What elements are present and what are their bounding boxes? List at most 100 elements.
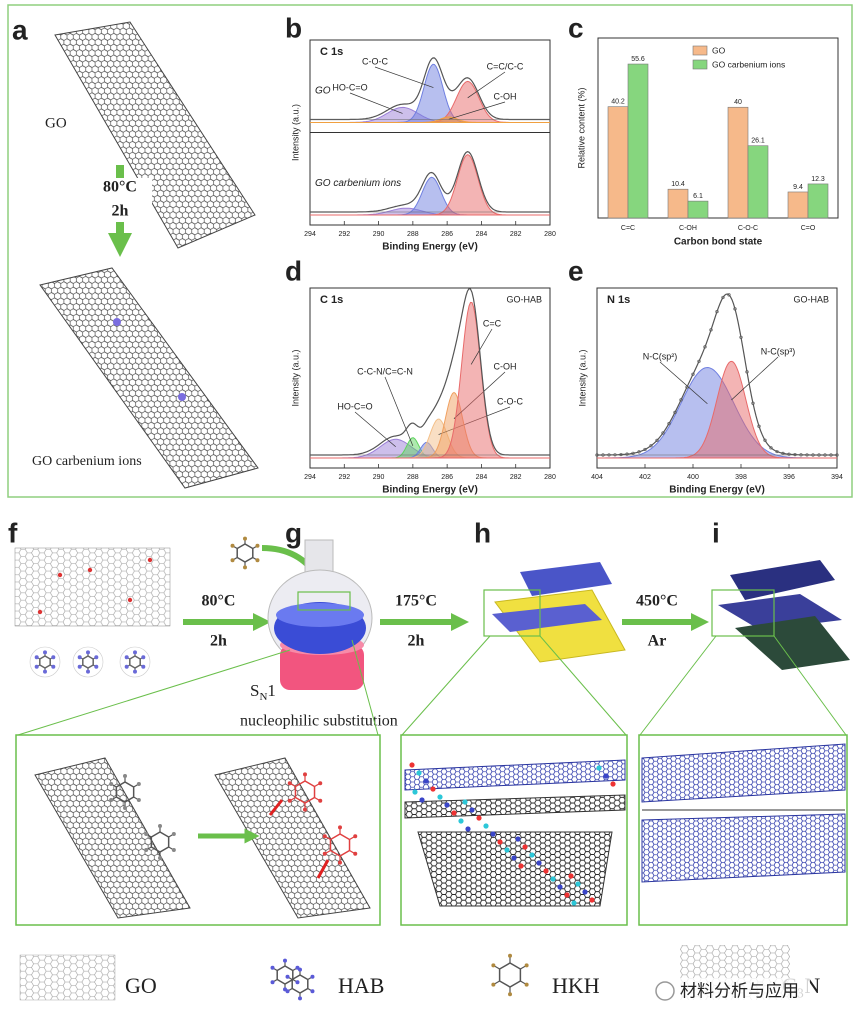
molecule-atom <box>322 851 327 856</box>
peak-component <box>310 154 550 216</box>
plot-frame <box>596 287 838 469</box>
bar <box>747 145 769 219</box>
atom <box>465 826 471 832</box>
carbenium-site <box>178 393 186 401</box>
panel-label: g <box>285 517 302 548</box>
zoom-box <box>297 591 351 611</box>
layer <box>641 743 846 803</box>
molecule-atom <box>287 798 292 803</box>
legend-label: GO carbenium ions <box>712 59 785 69</box>
atom <box>543 868 549 874</box>
molecule-atom <box>524 982 529 987</box>
molecule-atom <box>123 774 127 778</box>
molecule-atom <box>136 782 141 786</box>
condition: Ar <box>648 633 667 650</box>
oxygen-group <box>57 572 63 578</box>
atom <box>423 778 429 784</box>
x-tick-label: C-O-C <box>738 225 758 232</box>
zoom-box <box>711 589 775 637</box>
peak-label: C-OH <box>494 91 517 101</box>
x-tick-label: 294 <box>304 474 316 481</box>
sample-tag: GO-HAB <box>793 294 829 304</box>
layer <box>417 831 613 907</box>
panel-label: e <box>568 255 584 286</box>
molecule-atom <box>255 558 260 563</box>
leader-line <box>349 92 403 114</box>
y-axis-title: Intensity (a.u.) <box>290 349 300 406</box>
zoom-line <box>351 639 379 736</box>
molecule-atom <box>285 989 290 994</box>
panel-label: i <box>712 517 720 548</box>
atom <box>458 818 464 824</box>
x-axis-title: Binding Energy (eV) <box>382 242 478 253</box>
layer <box>641 813 846 883</box>
bar <box>807 183 829 219</box>
zoom-panel <box>400 734 628 926</box>
graphene-sheet <box>214 757 371 919</box>
spectrum-title: N 1s <box>607 294 630 306</box>
panel-label: h <box>474 517 491 548</box>
x-tick-label: 294 <box>304 231 316 238</box>
molecule-atom <box>338 825 342 830</box>
molecule-atom <box>133 650 137 655</box>
peak-label: N-C(sp²) <box>643 351 678 361</box>
molecule-atom <box>353 851 358 856</box>
atom <box>444 802 450 808</box>
bar <box>667 188 689 219</box>
spectrum-label: GO carbenium ions <box>315 178 401 189</box>
label: GO carbenium ions <box>32 454 142 469</box>
atom <box>430 786 436 792</box>
leader-line <box>354 411 396 448</box>
mechanism-text: nucleophilic substitution <box>240 713 398 730</box>
molecule-atom <box>109 782 114 786</box>
x-tick-label: 402 <box>639 474 651 481</box>
oxygen-group <box>87 567 93 573</box>
molecule-atom <box>123 806 127 810</box>
molecule-atom <box>491 963 496 968</box>
x-tick-label: 284 <box>476 474 488 481</box>
atom <box>409 762 415 768</box>
x-tick-label: 284 <box>476 231 488 238</box>
value-label: 6.1 <box>693 193 703 200</box>
atom <box>610 781 616 787</box>
panel-label: b <box>285 12 302 43</box>
molecule-atom <box>124 655 129 660</box>
molecule-atom <box>94 655 99 660</box>
peak-component <box>597 360 837 459</box>
panel-label: f <box>8 517 18 548</box>
spectrum-title: C 1s <box>320 294 343 306</box>
fit-point <box>667 421 671 426</box>
peak-label: HO-C=O <box>337 401 372 411</box>
molecule-atom <box>171 848 176 852</box>
molecule-atom <box>230 558 235 563</box>
oxygen-group <box>37 609 43 615</box>
hab-molecule <box>72 646 104 678</box>
watermark-bg <box>650 978 810 1004</box>
molecule-atom <box>133 669 137 674</box>
graphene-sheet <box>54 21 256 249</box>
legend-label: GO <box>712 45 726 55</box>
molecule-atom <box>283 958 287 963</box>
molecule-atom <box>94 664 99 669</box>
atom <box>529 852 535 858</box>
x-tick-label: 282 <box>510 231 522 238</box>
graphene-sheet <box>39 267 259 489</box>
x-tick-label: 290 <box>373 474 385 481</box>
molecule-atom <box>77 664 82 669</box>
molecule-atom <box>353 834 358 839</box>
x-tick-label: 280 <box>544 231 556 238</box>
mechanism-s: S <box>250 681 259 700</box>
molecule-atom <box>298 967 302 972</box>
oxygen-group <box>147 557 153 563</box>
atom <box>504 847 510 853</box>
atom <box>557 884 563 890</box>
atom <box>589 897 595 903</box>
oxygen-group <box>127 597 133 603</box>
molecule-atom <box>303 772 307 777</box>
x-axis-title: Binding Energy (eV) <box>382 485 478 496</box>
atom <box>483 823 489 829</box>
molecule-atom <box>144 848 149 852</box>
value-label: 26.1 <box>751 138 765 145</box>
molecule-atom <box>303 807 307 812</box>
molecule-atom <box>141 655 146 660</box>
